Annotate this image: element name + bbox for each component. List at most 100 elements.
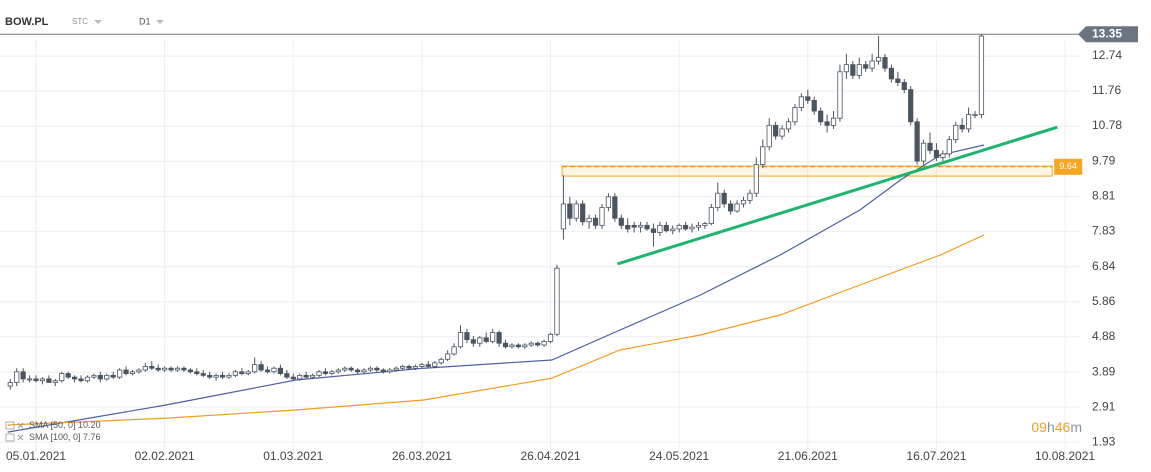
candle-body (451, 346, 457, 355)
candle-body (354, 369, 361, 373)
candle-body (946, 139, 952, 155)
candle-body (207, 374, 213, 378)
y-tick-label: 1.93 (1092, 434, 1116, 448)
interval[interactable]: D1 (139, 16, 151, 26)
candle-body (914, 121, 920, 162)
candle-body (393, 367, 399, 371)
legend-value: 10.20 (78, 420, 101, 430)
trendline (616, 125, 1058, 266)
candle-body (805, 96, 811, 101)
candle-body (406, 366, 412, 369)
candle-body (110, 374, 116, 378)
candle-body (901, 82, 907, 91)
candle-body (541, 341, 547, 346)
dropdown-icon[interactable] (94, 20, 102, 24)
candle-body (232, 371, 238, 376)
candle-body (515, 344, 521, 348)
candle-body (149, 366, 155, 369)
candle-body (457, 332, 464, 348)
candle-body (753, 164, 759, 194)
candle-body (792, 107, 798, 123)
x-tick-label: 01.03.2021 (263, 449, 323, 463)
candle-body (400, 366, 406, 369)
candle-body (322, 371, 329, 374)
candle-body (657, 224, 663, 233)
candle-body (650, 228, 657, 233)
candle-body (303, 374, 309, 378)
candle-body (811, 99, 817, 112)
y-tick-label: 11.76 (1092, 83, 1121, 97)
candle-body (863, 64, 869, 69)
candle-body (277, 367, 284, 374)
candle-body (258, 364, 264, 371)
candle-body (586, 217, 592, 223)
candle-body (335, 369, 341, 373)
candle-body (824, 121, 830, 126)
candle-body (7, 382, 13, 387)
candle-body (605, 196, 612, 208)
candle-body (239, 371, 245, 374)
countdown-part: m (1070, 419, 1082, 435)
candle-body (168, 367, 174, 371)
candle-body (715, 192, 721, 208)
candle-body (52, 380, 58, 383)
candle-body (84, 376, 91, 382)
candle-body (702, 223, 708, 226)
candle-body (78, 378, 84, 382)
candle-body (978, 35, 985, 116)
legend-label: SMA [50, 0] 10.20 (29, 420, 101, 430)
candle-body (837, 71, 843, 119)
x-tick-label: 26.04.2021 (521, 449, 581, 463)
candle-body (162, 367, 168, 371)
candle-body (387, 369, 393, 373)
candle-body (734, 203, 740, 212)
dropdown-icon[interactable] (156, 20, 164, 24)
candle-body (39, 378, 46, 382)
candle-body (850, 64, 856, 76)
y-tick-label: 12.74 (1092, 48, 1122, 62)
x-tick-label: 21.06.2021 (778, 449, 838, 463)
candle-body (875, 57, 882, 62)
candle-body (721, 192, 727, 205)
candle-body (425, 364, 431, 367)
candle-body (142, 366, 148, 371)
candle-body (136, 369, 142, 373)
candle-body (490, 332, 496, 342)
candle-body (856, 64, 862, 76)
candle-body (547, 333, 554, 342)
candle-body (728, 203, 734, 212)
candle-body (412, 366, 419, 369)
candle-body (637, 224, 644, 228)
legend-icon (5, 433, 15, 442)
candle-body (740, 199, 747, 205)
candle-body (46, 378, 52, 383)
candle-body (773, 124, 779, 137)
candle-body (367, 367, 374, 371)
candle-body (869, 60, 875, 69)
candle-body (252, 364, 258, 373)
candle-body (747, 192, 753, 201)
candle-body (470, 339, 476, 344)
countdown-part: h (1047, 419, 1055, 435)
candle-body (567, 203, 573, 219)
price-badge (1078, 26, 1138, 43)
candle-body (155, 367, 161, 371)
legend-name: SMA [100, 0] (29, 432, 81, 442)
legend-name: SMA [50, 0] (29, 420, 76, 430)
candle-body (760, 146, 766, 166)
x-tick-label: 16.07.2021 (906, 449, 966, 463)
y-tick-label: 5.86 (1092, 294, 1116, 308)
countdown: 09h46m (1031, 419, 1082, 435)
candle-body (959, 124, 965, 130)
candle-body (965, 114, 972, 130)
candle-body (14, 371, 20, 383)
candle-body (676, 224, 682, 230)
candle-body (779, 128, 785, 137)
candle-body (592, 217, 599, 226)
x-tick-label: 26.03.2021 (392, 449, 452, 463)
market: STC (72, 17, 88, 26)
candle-body (496, 332, 502, 344)
candle-body (953, 124, 959, 141)
countdown-part: 46 (1055, 419, 1071, 435)
candle-body (380, 369, 386, 373)
